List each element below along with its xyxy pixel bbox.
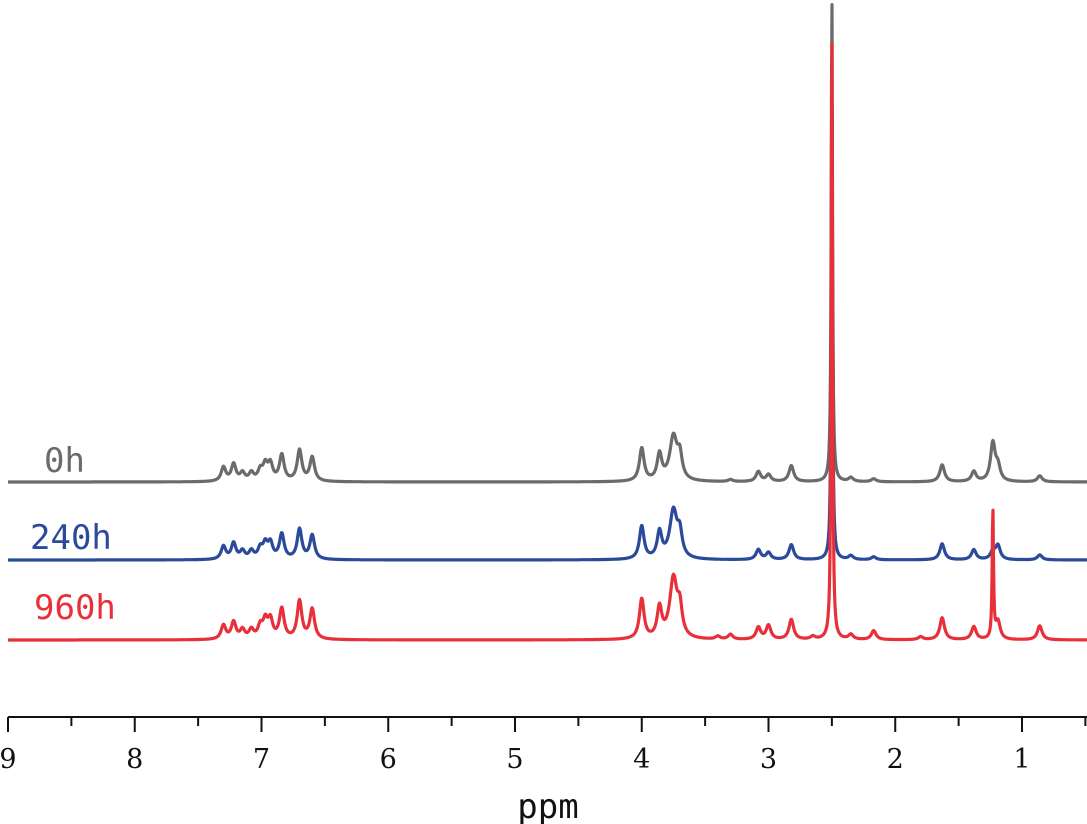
trace-0h xyxy=(6,2,1087,484)
x-axis-ticks: 9 8 7 6 5 4 3 2 1 xyxy=(0,717,1087,775)
x-tick-label-8: 8 xyxy=(126,744,143,775)
x-axis-title: ppm xyxy=(517,787,578,824)
x-tick-label-3: 3 xyxy=(760,744,777,775)
series-label-0h: 0h xyxy=(44,441,85,481)
x-tick-label-7: 7 xyxy=(253,744,270,775)
series-label-240h: 240h xyxy=(30,518,112,558)
x-tick-label-6: 6 xyxy=(380,744,397,775)
x-tick-label-5: 5 xyxy=(506,744,523,775)
trace-240h xyxy=(6,100,1087,562)
spectra-traces xyxy=(6,2,1087,642)
x-tick-label-2: 2 xyxy=(887,744,904,775)
x-axis: 9 8 7 6 5 4 3 2 1 ppm xyxy=(0,716,1087,824)
x-tick-label-1: 1 xyxy=(1013,744,1030,775)
series-label-960h: 960h xyxy=(34,588,116,628)
series-labels: 0h 240h 960h xyxy=(30,441,116,628)
x-tick-label-4: 4 xyxy=(633,744,650,775)
trace-960h xyxy=(6,42,1087,642)
x-tick-label-9: 9 xyxy=(0,744,17,775)
